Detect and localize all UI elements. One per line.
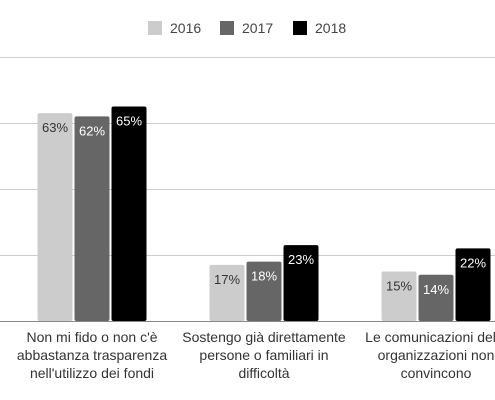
bar-2018-3 <box>455 248 491 321</box>
legend-label-2018: 2018 <box>315 20 346 36</box>
data-label-2018-1: 65% <box>116 114 142 129</box>
bar-2016-3 <box>381 271 417 321</box>
bar-2017-2 <box>246 261 282 321</box>
bars <box>37 106 491 322</box>
bar-2018-2 <box>283 245 319 321</box>
bar-2016-2 <box>209 264 245 321</box>
bar-2016-1 <box>37 113 73 321</box>
bar-2018-1 <box>111 106 147 321</box>
category-label-3: Le comunicazioni delle organizzazioni non… <box>365 329 495 381</box>
data-label-2018-2: 23% <box>288 252 314 267</box>
data-label-2017-1: 62% <box>79 123 105 138</box>
data-labels: 63% 17% 15% 62% 18% 14% 65% 23% 22% <box>42 114 486 297</box>
legend-swatch-2018 <box>293 21 307 35</box>
bar-2017-1 <box>74 116 110 322</box>
legend-swatch-2016 <box>148 21 162 35</box>
data-label-2017-3: 14% <box>423 282 449 297</box>
legend-swatch-2017 <box>220 21 234 35</box>
bar-2017-3 <box>418 274 454 321</box>
category-label-1: Non mi fido o non c'è abbastanza traspare… <box>17 329 167 381</box>
legend-label-2016: 2016 <box>170 20 201 36</box>
category-labels: Non mi fido o non c'è abbastanza traspare… <box>17 329 495 381</box>
legend-label-2017: 2017 <box>242 20 273 36</box>
data-label-2018-3: 22% <box>460 255 486 270</box>
data-label-2016-3: 15% <box>386 279 412 294</box>
data-label-2016-1: 63% <box>42 120 68 135</box>
data-label-2016-2: 17% <box>214 272 240 287</box>
category-label-2: Sostengo già direttamente persone o famil… <box>182 329 346 381</box>
legend: 2016 2017 2018 <box>148 20 346 36</box>
data-label-2017-2: 18% <box>251 269 277 284</box>
